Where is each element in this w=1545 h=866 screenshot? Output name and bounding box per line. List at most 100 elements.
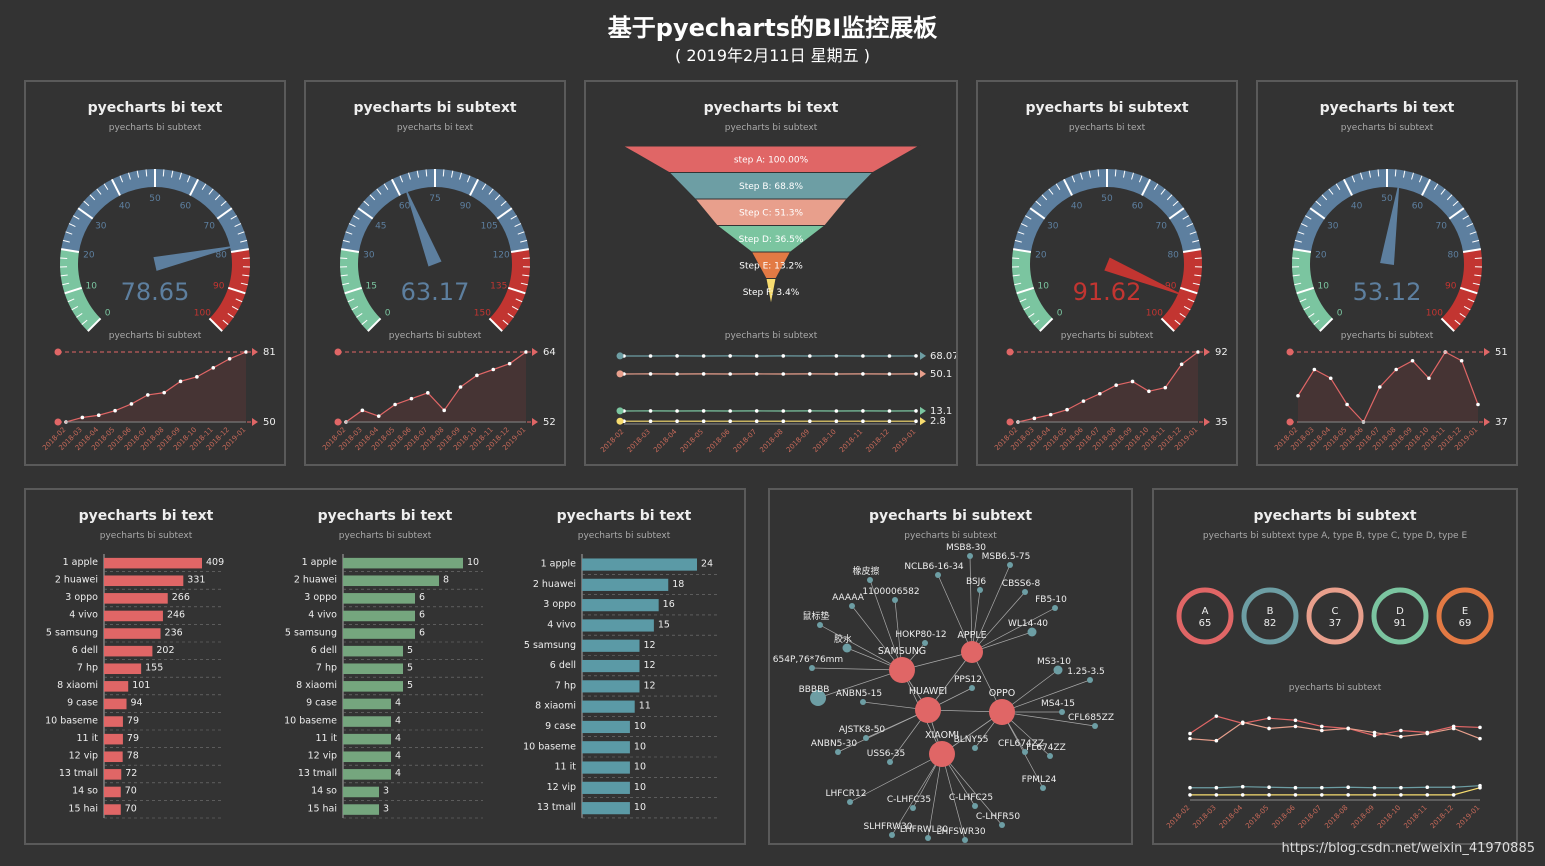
line-point [1240,720,1245,725]
gauge-tick [488,317,503,332]
gauge-tick [494,194,501,201]
gauge-tick-label: 45 [375,222,386,232]
line-point [1267,726,1271,731]
line-point [1065,407,1069,412]
gauge-tick [344,286,363,295]
line-point [1320,785,1324,790]
gauge-tick [1368,170,1372,178]
graph-edge [969,555,973,653]
gauge-tick [242,274,250,277]
line-point [754,419,759,424]
gauge-tick-label: 60 [399,201,411,211]
gauge-tick-label: 10 [1038,282,1050,292]
gauge-tick [1189,231,1197,235]
gauge-tick [1114,169,1117,177]
bar-panel: pyecharts bi text pyecharts bi subtext 1 a… [24,488,746,845]
bar-value-label: 4 [395,698,401,709]
graph-node-label: MS4-15 [1041,699,1075,709]
x-tick-label: 2018-10 [811,428,837,454]
bar-category-label: 11 it [77,733,99,744]
bar-category-label: 8 xiaomi [535,701,576,712]
gauge-tick [1183,305,1191,311]
gauge-band [340,249,381,332]
gauge-tick [466,175,471,183]
x-tick-label: 2018-07 [1297,804,1323,830]
gauge-tick-label: 90 [1445,282,1457,292]
graph-node-label: LHFRWL30 [900,825,948,835]
gauge-tick [502,319,509,325]
gauge-tick [201,183,207,190]
line-end-label: 50.1 [930,369,952,380]
gauge-tick [1377,169,1380,177]
gauge-tick [363,200,370,207]
bar-value-label: 101 [132,680,150,691]
gauge-tick-label: 30 [95,222,107,232]
graph-node-label: MS3-10 [1037,657,1071,667]
gauge-tick [71,305,79,311]
gauge-tick [383,183,389,190]
line-point [648,409,653,413]
x-tick-label: 2018-09 [1350,804,1376,830]
gauge-tick [110,178,121,196]
line-point [1451,793,1456,797]
gauge-tick [208,317,223,332]
gauge-tick [1418,175,1423,183]
gauge-tick [342,239,350,243]
gauge-tick [450,170,454,178]
bar-category-label: 13 tmall [537,802,576,813]
line-point [701,419,706,424]
line-point [1394,367,1398,372]
bar-category-label: 2 huawei [55,575,98,586]
bar [343,593,415,604]
bar-category-label: 13 tmall [59,768,98,779]
mark-line-arrow [252,348,258,356]
graph-node-label: FB5-10 [1035,595,1067,605]
ring [1371,587,1429,645]
bar [582,700,635,713]
gauge-tick [1313,319,1320,325]
graph-edge [817,669,903,699]
line-point [808,419,812,424]
graph-node-label: BLNY55 [954,735,989,745]
gauge-tick [345,231,353,235]
rings-panel: pyecharts bi subtext pyecharts bi subtext… [1152,488,1518,845]
graph-node [999,822,1005,828]
line-point [1346,726,1350,731]
line-point [914,354,918,358]
x-tick-label: 2019-01 [1455,804,1481,830]
ring-name: E [1462,606,1468,617]
line-point [376,414,381,418]
funnel-panel: pyecharts bi text pyecharts bi subtext ste… [584,80,959,466]
gauge-subtitle: pyecharts bi subtext [1341,123,1434,133]
line-point [781,419,786,424]
gauge-tick [1394,169,1397,177]
graph-node [817,622,823,628]
gauge-value: 53.12 [1353,278,1422,306]
bar-category-label: 11 it [555,762,577,773]
graph-node-label: USS6-35 [867,749,905,759]
bar-value-label: 4 [395,768,401,779]
line-point [244,350,248,354]
gauge-tick [62,239,70,243]
line-point [781,409,786,413]
bar-category-label: 7 hp [77,663,98,674]
gauge-tick [186,175,191,183]
bar-category-label: 14 so [72,786,98,797]
graph-node-label: AAAAA [832,593,865,603]
funnel-title: pyecharts bi text [704,100,839,116]
gauge-tick-label: 80 [215,251,227,261]
graph-node-label: C-LHFC35 [887,795,931,805]
graph-node-label: C-LHFC25 [949,793,993,803]
watermark: https://blog.csdn.net/weixin_41970885 [1281,841,1535,856]
bar-category-label: 1 apple [302,557,338,568]
line-point [1267,716,1271,721]
gauge-tick [1452,200,1459,207]
graph-panel: pyecharts bi subtext pyecharts bi subtext… [768,488,1133,845]
rings-title: pyecharts bi subtext [1253,508,1416,524]
graph-node [977,587,983,593]
gauge-tick [347,298,355,303]
graph-node [1007,562,1013,568]
line-point [1214,738,1219,743]
gauge-tick [1014,282,1022,286]
gauge-tick [1088,170,1092,178]
